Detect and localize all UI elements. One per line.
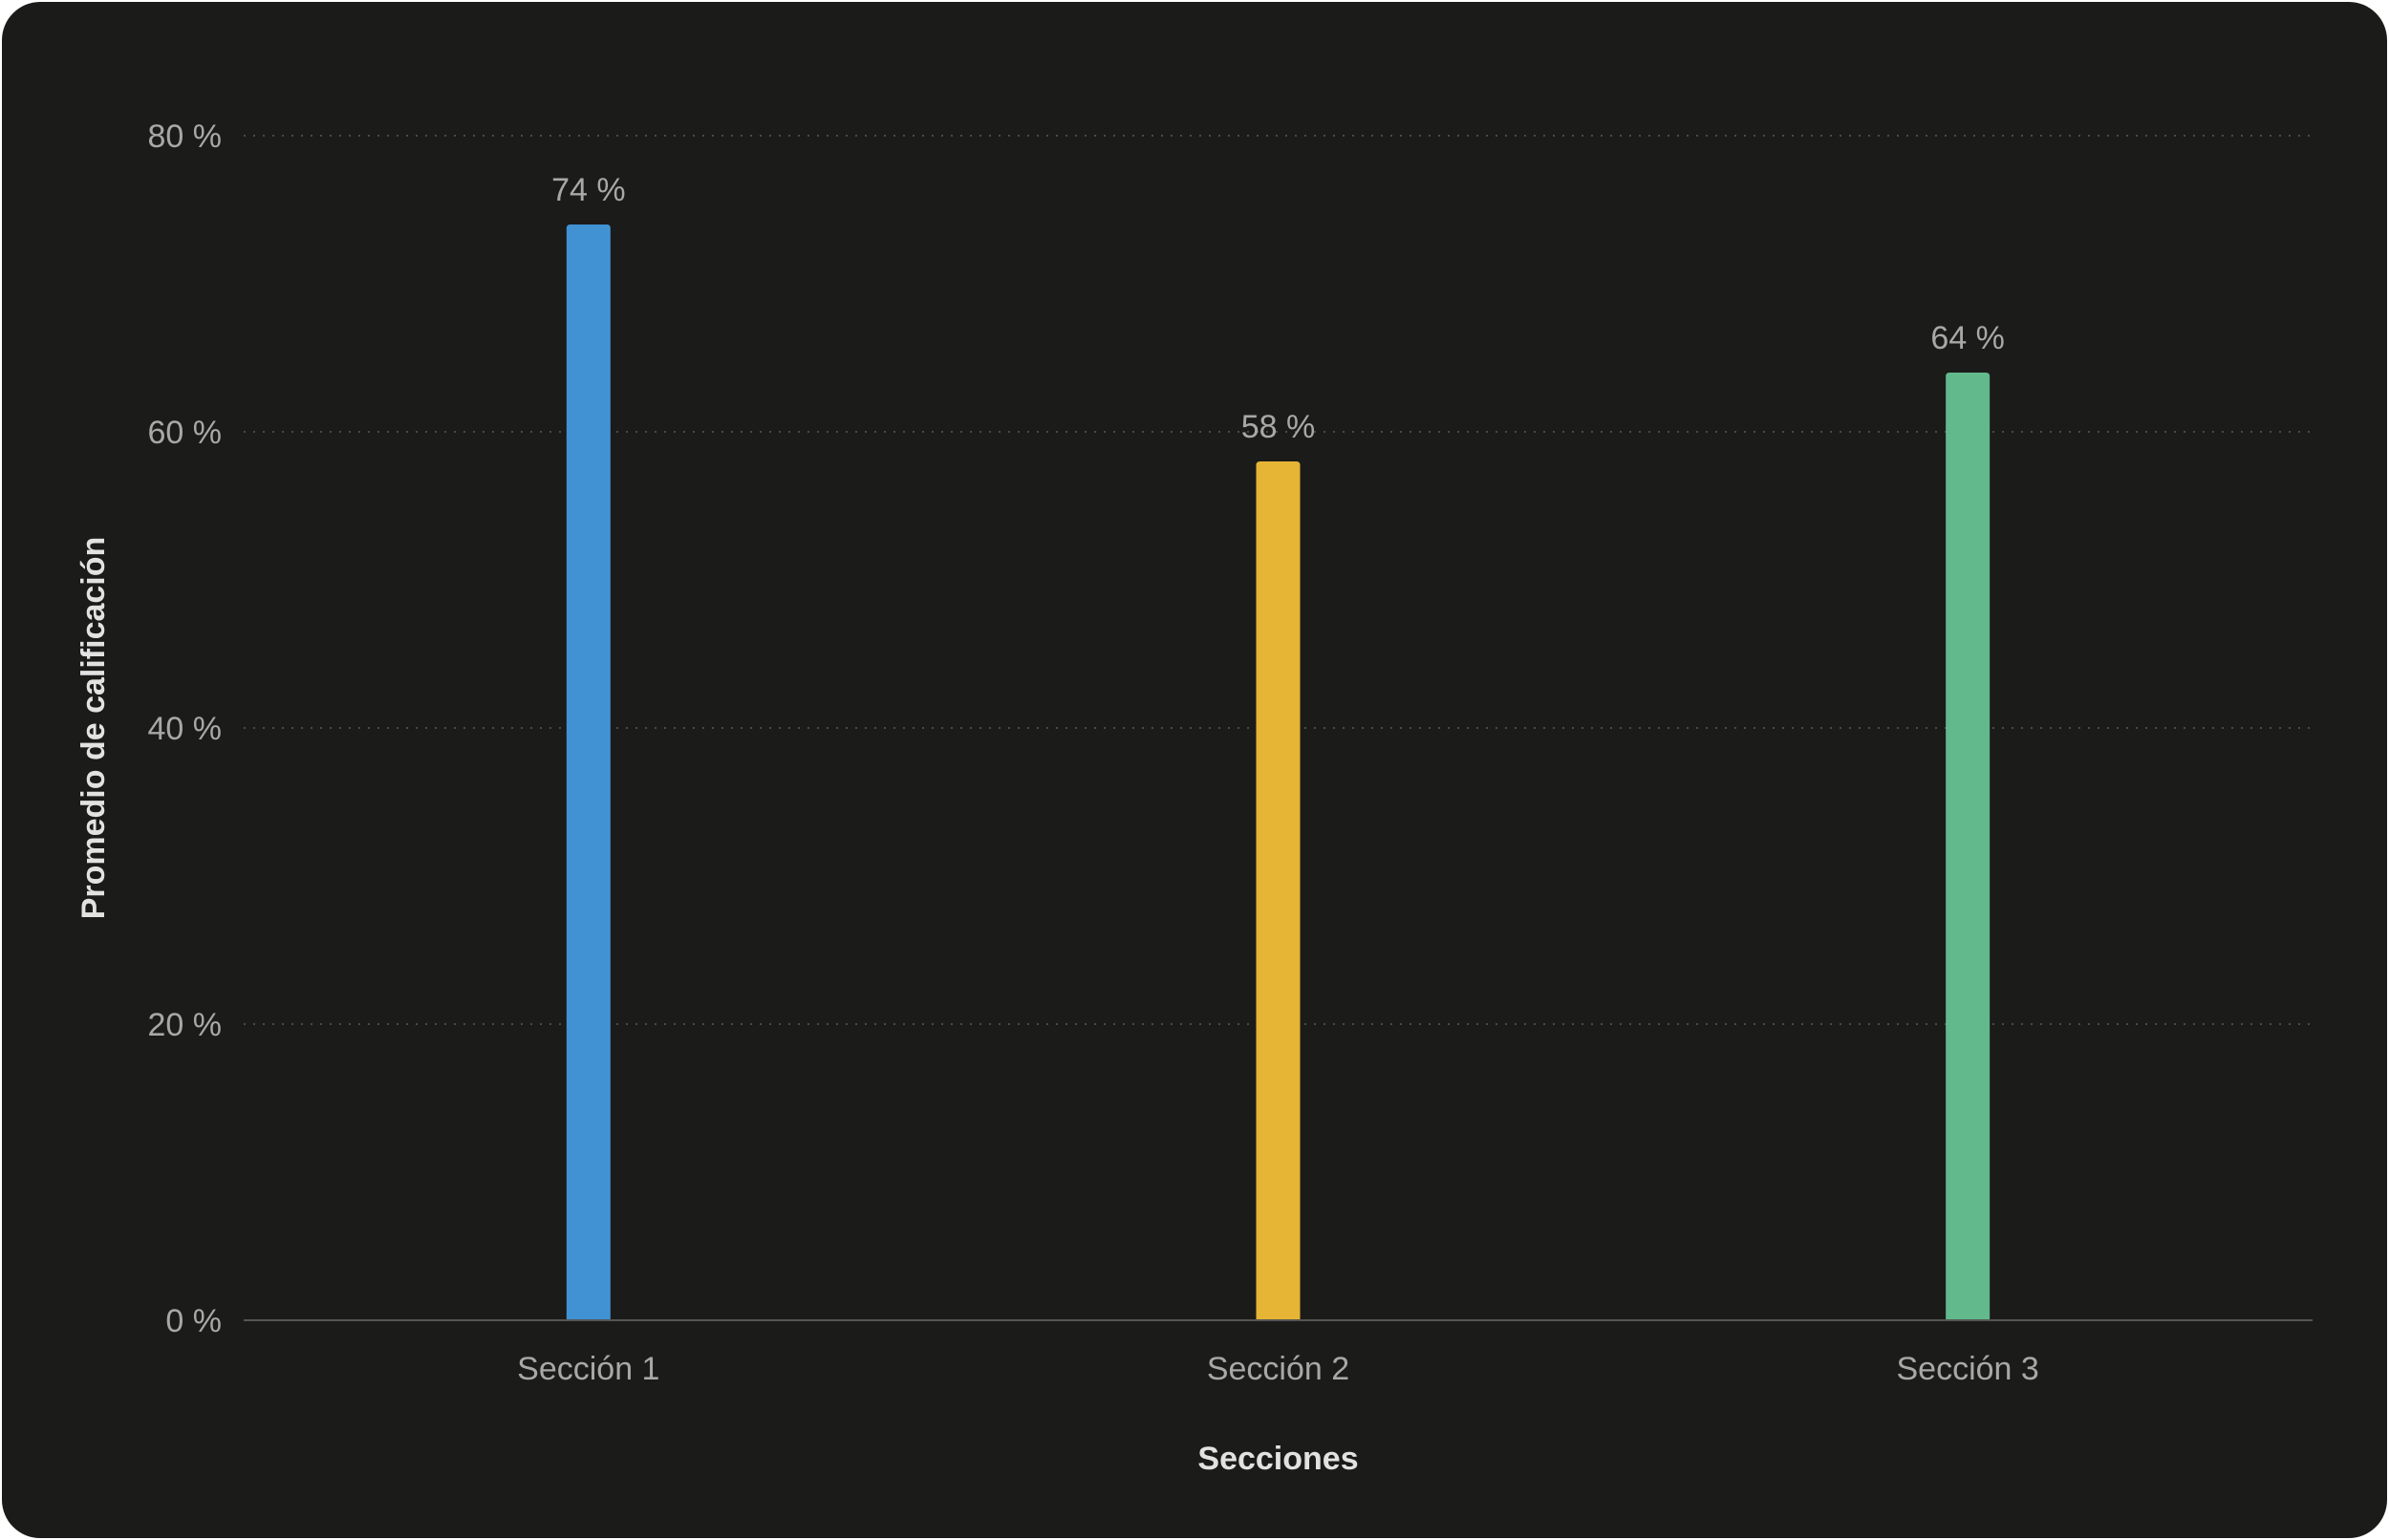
bar-value-label: 64 % (1930, 320, 2005, 356)
x-axis-ticks: Sección 1 Sección 2 Sección 3 (517, 1351, 2039, 1387)
y-tick-label: 40 % (148, 711, 223, 747)
x-axis-title: Secciones (1197, 1441, 1358, 1477)
bar (1256, 461, 1301, 1320)
x-tick-label: Sección 2 (1207, 1351, 1349, 1387)
y-tick-label: 0 % (165, 1303, 222, 1339)
y-tick-label: 80 % (148, 118, 223, 155)
x-tick-label: Sección 1 (517, 1351, 659, 1387)
y-tick-label: 20 % (148, 1007, 223, 1043)
x-tick-label: Sección 3 (1897, 1351, 2039, 1387)
bar-value-label: 74 % (551, 172, 626, 208)
data-labels: 74 % 58 % 64 % (551, 172, 2005, 445)
bar (566, 225, 611, 1320)
bar (1946, 373, 1991, 1320)
y-axis-ticks: 0 % 20 % 40 % 60 % 80 % (148, 118, 223, 1339)
bars (566, 225, 1991, 1320)
bar-value-label: 58 % (1241, 409, 1316, 445)
y-axis-title: Promedio de calificación (75, 537, 112, 920)
y-tick-label: 60 % (148, 415, 223, 451)
